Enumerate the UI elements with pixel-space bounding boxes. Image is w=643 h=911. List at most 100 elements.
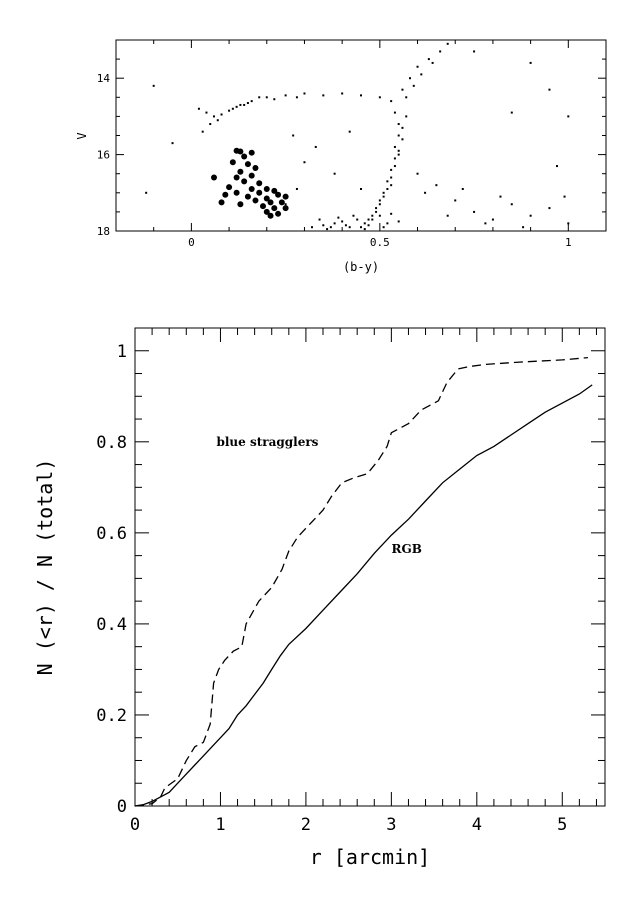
cmd-x-tick-label: 0.5 bbox=[370, 236, 390, 249]
blue-straggler-point bbox=[229, 159, 236, 166]
cmd-star-point bbox=[378, 96, 381, 99]
cmd-star-point bbox=[378, 214, 381, 217]
cmd-plot-frame bbox=[115, 39, 607, 232]
cmd-star-point bbox=[348, 130, 351, 133]
cmd-star-point bbox=[405, 96, 408, 99]
cmd-star-point bbox=[360, 94, 362, 97]
cum-x-axis-label: r [arcmin] bbox=[310, 845, 430, 869]
cmd-star-point bbox=[382, 226, 385, 229]
blue-straggler-point bbox=[222, 191, 229, 198]
cmd-star-point bbox=[311, 226, 313, 229]
cmd-star-point bbox=[548, 88, 551, 91]
cmd-star-point bbox=[401, 88, 404, 91]
blue-straggler-point bbox=[248, 172, 255, 179]
cmd-star-point bbox=[397, 123, 400, 126]
blue-stragglers-line bbox=[134, 356, 588, 807]
cmd-star-point bbox=[393, 157, 396, 160]
cmd-star-point bbox=[510, 203, 513, 206]
blue-straggler-point bbox=[282, 193, 289, 200]
cmd-star-point bbox=[378, 199, 381, 202]
cmd-star-point bbox=[390, 100, 393, 103]
cmd-star-point bbox=[344, 224, 347, 227]
cmd-star-point bbox=[322, 224, 325, 227]
cmd-star-point bbox=[341, 92, 344, 95]
cmd-star-point bbox=[461, 187, 464, 190]
cmd-star-point bbox=[563, 195, 566, 198]
cmd-star-point bbox=[424, 191, 427, 194]
cmd-star-point bbox=[322, 94, 325, 97]
blue-straggler-point bbox=[260, 203, 266, 210]
blue-straggler-point bbox=[233, 174, 240, 181]
cmd-star-point bbox=[295, 187, 298, 190]
cmd-star-point bbox=[435, 184, 438, 187]
cmd-star-point bbox=[258, 96, 261, 99]
cmd-star-point bbox=[363, 222, 366, 225]
cmd-star-point bbox=[397, 149, 400, 152]
cmd-panel: 0 0.5 1 14 16 18 (b-y) V bbox=[75, 39, 607, 274]
cmd-star-point bbox=[397, 220, 400, 223]
cum-y-axis-label: N (<r) / N (total) bbox=[33, 459, 57, 676]
cmd-star-point bbox=[333, 222, 336, 225]
blue-straggler-point bbox=[263, 208, 270, 215]
blue-straggler-point bbox=[263, 195, 270, 202]
rgb-line bbox=[134, 384, 593, 807]
cmd-star-point bbox=[348, 226, 351, 229]
cum-y-tick-label: 0 bbox=[117, 797, 127, 817]
cum-ticks bbox=[135, 327, 605, 806]
cmd-star-point bbox=[360, 226, 362, 229]
cmd-star-point bbox=[454, 199, 457, 202]
cmd-star-point bbox=[397, 153, 400, 156]
blue-straggler-point bbox=[267, 199, 274, 206]
cmd-star-point bbox=[412, 84, 415, 87]
cum-x-tick-label: 5 bbox=[557, 815, 567, 835]
annotation-blue-stragglers: blue stragglers bbox=[216, 435, 318, 449]
cmd-star-point bbox=[201, 130, 204, 133]
cmd-star-point bbox=[273, 98, 276, 101]
cmd-x-tick-label: 1 bbox=[565, 236, 572, 249]
blue-straggler-point bbox=[218, 199, 225, 206]
cmd-star-point bbox=[352, 214, 355, 217]
cmd-star-point bbox=[265, 96, 268, 99]
cum-x-tick-label: 2 bbox=[301, 815, 311, 835]
cmd-star-point bbox=[318, 218, 321, 221]
cmd-star-point bbox=[382, 195, 385, 198]
blue-straggler-point bbox=[241, 178, 248, 185]
cmd-star-point bbox=[337, 216, 340, 219]
cmd-star-point bbox=[295, 96, 298, 99]
cmd-star-point bbox=[390, 168, 393, 171]
blue-straggler-point bbox=[252, 197, 259, 204]
cmd-star-point bbox=[246, 102, 249, 105]
cmd-star-point bbox=[522, 226, 525, 229]
cmd-star-point bbox=[329, 226, 332, 229]
cmd-star-point bbox=[427, 58, 430, 61]
cmd-star-point bbox=[209, 123, 212, 126]
cum-y-tick-label: 0.6 bbox=[96, 524, 127, 544]
cum-y-tick-label: 0.8 bbox=[96, 433, 127, 453]
cmd-x-tick-label: 0 bbox=[188, 236, 195, 249]
blue-straggler-point bbox=[237, 201, 244, 208]
cmd-star-point bbox=[390, 184, 393, 187]
cmd-star-point bbox=[484, 222, 487, 225]
cmd-star-point bbox=[390, 176, 393, 179]
cmd-star-point bbox=[386, 222, 389, 225]
cmd-star-point bbox=[567, 115, 570, 118]
cum-x-tick-label: 4 bbox=[472, 815, 482, 835]
cmd-star-point bbox=[197, 107, 200, 110]
cmd-star-point bbox=[401, 126, 404, 129]
blue-straggler-point bbox=[244, 161, 251, 168]
blue-straggler-point bbox=[275, 191, 282, 198]
blue-straggler-point bbox=[237, 168, 244, 175]
cmd-star-point bbox=[367, 218, 370, 221]
cmd-star-point bbox=[235, 105, 238, 108]
cmd-star-point bbox=[439, 50, 442, 53]
cmd-star-point bbox=[431, 61, 434, 64]
cmd-star-point bbox=[284, 203, 287, 206]
cmd-star-point bbox=[371, 214, 374, 217]
cmd-x-axis-label: (b-y) bbox=[343, 260, 379, 274]
cmd-star-point bbox=[567, 222, 570, 225]
cmd-star-point bbox=[548, 207, 551, 210]
cmd-star-point bbox=[446, 214, 449, 217]
cmd-star-point bbox=[420, 73, 423, 76]
cmd-blue-stragglers bbox=[211, 147, 289, 219]
cmd-star-point bbox=[243, 103, 246, 106]
